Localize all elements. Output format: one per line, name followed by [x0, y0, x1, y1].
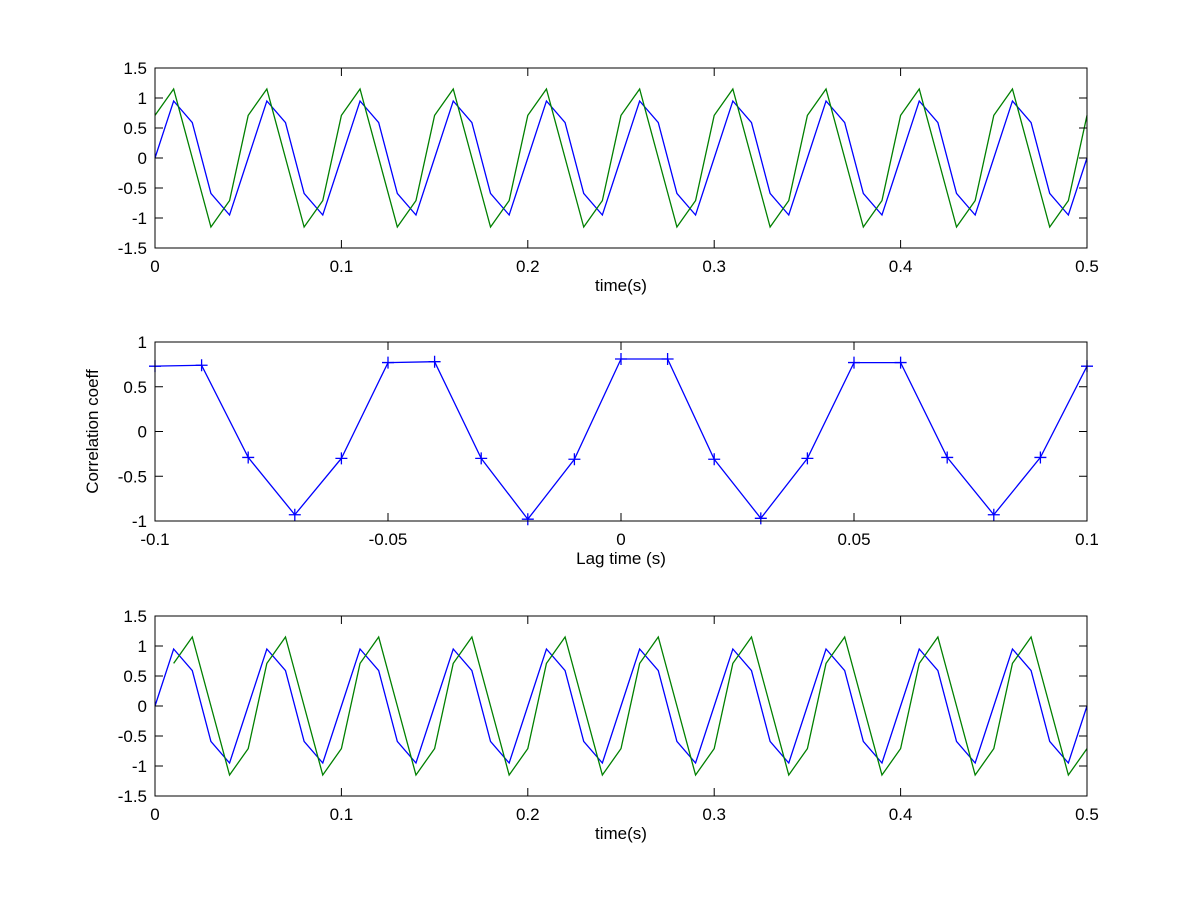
x-tick-label: 0.3: [702, 805, 726, 824]
data-point-marker: [195, 359, 208, 372]
data-point-marker: [615, 353, 627, 366]
data-point-marker: [894, 356, 907, 369]
data-point-marker: [475, 452, 488, 465]
series-line-2: [173, 635, 1088, 777]
y-tick-label: 1.5: [123, 607, 147, 626]
data-point-marker: [568, 453, 581, 466]
y-tick-label: -1.5: [118, 787, 147, 806]
data-point-marker: [335, 452, 348, 465]
y-tick-label: 1: [138, 333, 147, 352]
x-tick-label: 0.1: [330, 805, 354, 824]
x-axis-label: Lag time (s): [576, 549, 666, 568]
x-tick-label: -0.1: [140, 530, 169, 549]
y-tick-label: 1: [138, 89, 147, 108]
data-point-marker: [801, 452, 814, 465]
x-tick-label: 0: [150, 805, 159, 824]
y-tick-label: -1: [132, 512, 147, 531]
x-tick-label: 0.5: [1075, 805, 1099, 824]
data-point-marker: [242, 451, 255, 464]
x-tick-label: 0: [616, 530, 625, 549]
series-line-1: [154, 99, 1088, 217]
x-axis-label: time(s): [595, 824, 647, 843]
data-point-marker: [941, 451, 954, 464]
x-tick-label: 0.2: [516, 805, 540, 824]
x-tick-label: 0.2: [516, 257, 540, 276]
y-tick-label: 0.5: [123, 119, 147, 138]
x-tick-label: 0.1: [330, 257, 354, 276]
data-point-marker: [987, 508, 1000, 521]
data-point-marker: [754, 512, 767, 525]
y-tick-label: 0: [138, 423, 147, 442]
x-tick-label: 0.1: [1075, 530, 1099, 549]
y-tick-label: 0.5: [123, 667, 147, 686]
series-line-2: [154, 87, 1088, 229]
data-point-marker: [521, 513, 534, 526]
data-point-marker: [382, 356, 394, 369]
x-tick-label: 0.4: [889, 805, 913, 824]
y-tick-label: -0.5: [118, 179, 147, 198]
x-tick-label: 0.4: [889, 257, 913, 276]
data-point-marker: [848, 356, 860, 369]
y-tick-label: -1.5: [118, 239, 147, 258]
chart-panel-correlation: -0.1 -0.05 0 0.05 0.1 -1 -0.5 0 0.5 1 Lag time (s)…: [83, 333, 1099, 568]
data-point-marker: [288, 508, 301, 521]
data-point-marker: [1034, 451, 1047, 464]
x-tick-label: 0: [150, 257, 159, 276]
y-tick-label: -1: [132, 757, 147, 776]
y-tick-label: 0.5: [123, 378, 147, 397]
y-tick-label: 0: [138, 149, 147, 168]
data-point-marker: [708, 453, 721, 466]
data-point-marker: [661, 353, 674, 366]
y-tick-label: -0.5: [118, 467, 147, 486]
y-tick-label: 0: [138, 697, 147, 716]
data-point-marker: [428, 355, 441, 368]
chart-panel-top: 0 0.1 0.2 0.3 0.4 0.5 -1.5 -1 -0.5 0 0.5 1 1.5 time(s…: [118, 59, 1099, 295]
chart-panel-bottom: 0 0.1 0.2 0.3 0.4 0.5 -1.5 -1 -0.5 0 0.5 1 1.5 time(s…: [118, 607, 1099, 843]
y-tick-label: 1.5: [123, 59, 147, 78]
y-tick-label: -1: [132, 209, 147, 228]
x-tick-label: 0.3: [702, 257, 726, 276]
x-tick-label: 0.05: [837, 530, 870, 549]
y-tick-label: -0.5: [118, 727, 147, 746]
series-line-1: [154, 647, 1088, 765]
y-tick-label: 1: [138, 637, 147, 656]
x-tick-label: 0.5: [1075, 257, 1099, 276]
x-tick-label: -0.05: [369, 530, 408, 549]
y-axis-label: Correlation coeff: [83, 369, 102, 494]
x-axis-label: time(s): [595, 276, 647, 295]
